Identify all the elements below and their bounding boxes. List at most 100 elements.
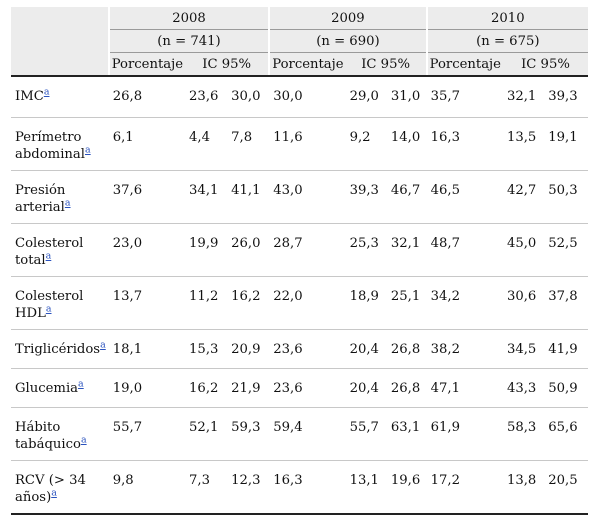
value-cell: 13,1 [345, 460, 387, 515]
value-cell: 23,6 [269, 368, 346, 408]
row-label: Hábito tabáquicoa [11, 407, 109, 461]
value-cell: 37,6 [108, 170, 186, 224]
row-label-text: Glucemia [15, 381, 79, 396]
value-cell: 28,7 [269, 223, 346, 277]
row-label: Glucemiaa [11, 368, 109, 408]
value-cell: 55,7 [108, 407, 186, 461]
value-cell: 17,2 [426, 460, 503, 515]
value-cell: 11,2 [185, 276, 228, 330]
percentage-header: Porcentaje [425, 52, 503, 77]
footnote-link[interactable]: a [43, 86, 50, 98]
value-cell: 41,9 [544, 329, 588, 369]
year-header: 2009 [268, 7, 427, 30]
value-cell: 35,7 [426, 76, 503, 118]
footnote-link[interactable]: a [100, 339, 106, 351]
value-cell: 43,3 [502, 368, 545, 408]
value-cell: 25,1 [386, 276, 427, 330]
measure-header-row: Porcentaje IC 95% Porcentaje IC 95% Porc… [11, 52, 588, 77]
row-label-text: Triglicéridos [15, 342, 101, 357]
ci-header: IC 95% [345, 52, 427, 77]
value-cell: 16,2 [185, 368, 228, 408]
table-row: Colesterol totala 23,0 19,9 26,0 28,7 25,3 32,… [11, 223, 588, 277]
footnote-link[interactable]: a [78, 378, 84, 390]
value-cell: 30,0 [227, 76, 270, 118]
value-cell: 4,4 [185, 117, 228, 171]
footnote-link[interactable]: a [64, 197, 71, 209]
value-cell: 20,5 [544, 460, 588, 515]
value-cell: 61,9 [426, 407, 503, 461]
ci-header: IC 95% [502, 52, 588, 77]
row-label: Colesterol totala [11, 223, 109, 277]
value-cell: 46,5 [426, 170, 503, 224]
table-row: Hábito tabáquicoa 55,7 52,1 59,3 59,4 55,7 63,… [11, 407, 588, 461]
sample-size-header: (n = 690) [268, 29, 427, 53]
value-cell: 20,9 [227, 329, 270, 369]
value-cell: 18,1 [108, 329, 186, 369]
value-cell: 34,1 [185, 170, 228, 224]
value-cell: 19,0 [108, 368, 186, 408]
value-cell: 14,0 [386, 117, 427, 171]
value-cell: 6,1 [108, 117, 186, 171]
value-cell: 26,8 [386, 368, 427, 408]
year-header: 2008 [107, 7, 270, 30]
footnote-link[interactable]: a [45, 303, 52, 315]
value-cell: 63,1 [386, 407, 427, 461]
value-cell: 34,5 [502, 329, 545, 369]
n-header-row: (n = 741) (n = 690) (n = 675) [11, 29, 588, 53]
value-cell: 25,3 [345, 223, 387, 277]
value-cell: 42,7 [502, 170, 545, 224]
footnote-link[interactable]: a [80, 434, 87, 446]
percentage-header: Porcentaje [268, 52, 346, 77]
value-cell: 30,0 [269, 76, 346, 118]
row-label-text: IMC [15, 89, 44, 104]
value-cell: 26,0 [227, 223, 270, 277]
value-cell: 65,6 [544, 407, 588, 461]
footnote-link[interactable]: a [84, 144, 91, 156]
row-label: Colesterol HDLa [11, 276, 109, 330]
sample-size-header: (n = 675) [425, 29, 588, 53]
value-cell: 19,9 [185, 223, 228, 277]
value-cell: 11,6 [269, 117, 346, 171]
value-cell: 13,7 [108, 276, 186, 330]
value-cell: 26,8 [108, 76, 186, 118]
table-row: Glucemiaa 19,0 16,2 21,9 23,6 20,4 26,8 47,1 43,… [11, 368, 588, 408]
value-cell: 45,0 [502, 223, 545, 277]
value-cell: 43,0 [269, 170, 346, 224]
value-cell: 59,3 [227, 407, 270, 461]
table-row: Colesterol HDLa 13,7 11,2 16,2 22,0 18,9 25,1 3… [11, 276, 588, 330]
value-cell: 7,8 [227, 117, 270, 171]
value-cell: 12,3 [227, 460, 270, 515]
ci-header: IC 95% [185, 52, 270, 77]
value-cell: 39,3 [345, 170, 387, 224]
value-cell: 19,6 [386, 460, 427, 515]
value-cell: 29,0 [345, 76, 387, 118]
value-cell: 52,1 [185, 407, 228, 461]
value-cell: 23,6 [269, 329, 346, 369]
value-cell: 39,3 [544, 76, 588, 118]
value-cell: 38,2 [426, 329, 503, 369]
value-cell: 20,4 [345, 368, 387, 408]
table-row: RCV (> 34 años)a 9,8 7,3 12,3 16,3 13,1 19,6 17… [11, 460, 588, 515]
value-cell: 58,3 [502, 407, 545, 461]
footnote-link[interactable]: a [45, 250, 52, 262]
value-cell: 9,8 [108, 460, 186, 515]
value-cell: 23,0 [108, 223, 186, 277]
value-cell: 13,5 [502, 117, 545, 171]
footnote-link[interactable]: a [51, 487, 57, 499]
value-cell: 52,5 [544, 223, 588, 277]
value-cell: 23,6 [185, 76, 228, 118]
value-cell: 41,1 [227, 170, 270, 224]
value-cell: 13,8 [502, 460, 545, 515]
value-cell: 20,4 [345, 329, 387, 369]
value-cell: 31,0 [386, 76, 427, 118]
percentage-header: Porcentaje [107, 52, 186, 77]
value-cell: 47,1 [426, 368, 503, 408]
corner-cell [11, 7, 109, 77]
value-cell: 50,9 [544, 368, 588, 408]
value-cell: 37,8 [544, 276, 588, 330]
table-row: IMCa 26,8 23,6 30,0 30,0 29,0 31,0 35,7 32,1 39,3 [11, 76, 588, 118]
value-cell: 34,2 [426, 276, 503, 330]
row-label-text: Hábito tabáquico [15, 420, 81, 452]
value-cell: 19,1 [544, 117, 588, 171]
value-cell: 7,3 [185, 460, 228, 515]
